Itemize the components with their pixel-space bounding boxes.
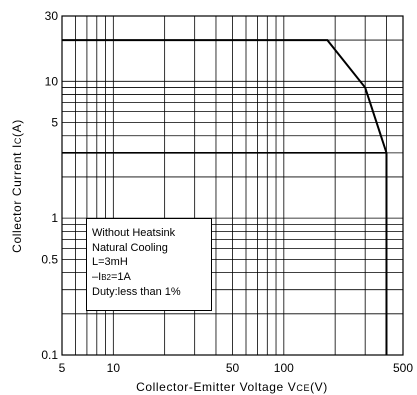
annotation-line-inductance: L=3mH [92, 256, 128, 268]
x-tick-labels: 5 10 50 100 500 [59, 361, 414, 375]
y-tick-label: 0.5 [41, 252, 58, 266]
x-tick-label: 5 [59, 361, 66, 375]
annotation-line-heatsink: Without Heatsink [92, 227, 176, 239]
x-tick-label: 100 [274, 361, 294, 375]
series-layer [62, 39, 388, 355]
grid-layer [62, 16, 403, 355]
y-tick-label: 1 [51, 211, 58, 225]
annotation-line-base-current: –IB2=1A [92, 270, 131, 283]
y-tick-labels: 0.1 0.5 1 5 10 30 [41, 9, 58, 362]
x-tick-label: 500 [393, 361, 413, 375]
x-axis-label: Collector-Emitter Voltage VCE(V) [136, 380, 328, 394]
annotation-line-cooling: Natural Cooling [92, 241, 168, 254]
y-tick-label: 0.1 [41, 348, 58, 362]
y-axis-label: Collector Current IC(A) [10, 119, 24, 253]
condition-annotation-box: Without Heatsink Natural Cooling L=3mH –… [86, 218, 212, 311]
y-tick-label: 30 [45, 9, 59, 23]
plot-frame [61, 15, 404, 356]
soa-boundary-line [62, 39, 388, 355]
annotation-line-duty: Duty:less than 1% [92, 286, 181, 298]
x-tick-label: 10 [107, 361, 121, 375]
x-tick-label: 50 [226, 361, 240, 375]
y-tick-label: 5 [51, 115, 58, 129]
y-tick-label: 10 [45, 74, 59, 88]
